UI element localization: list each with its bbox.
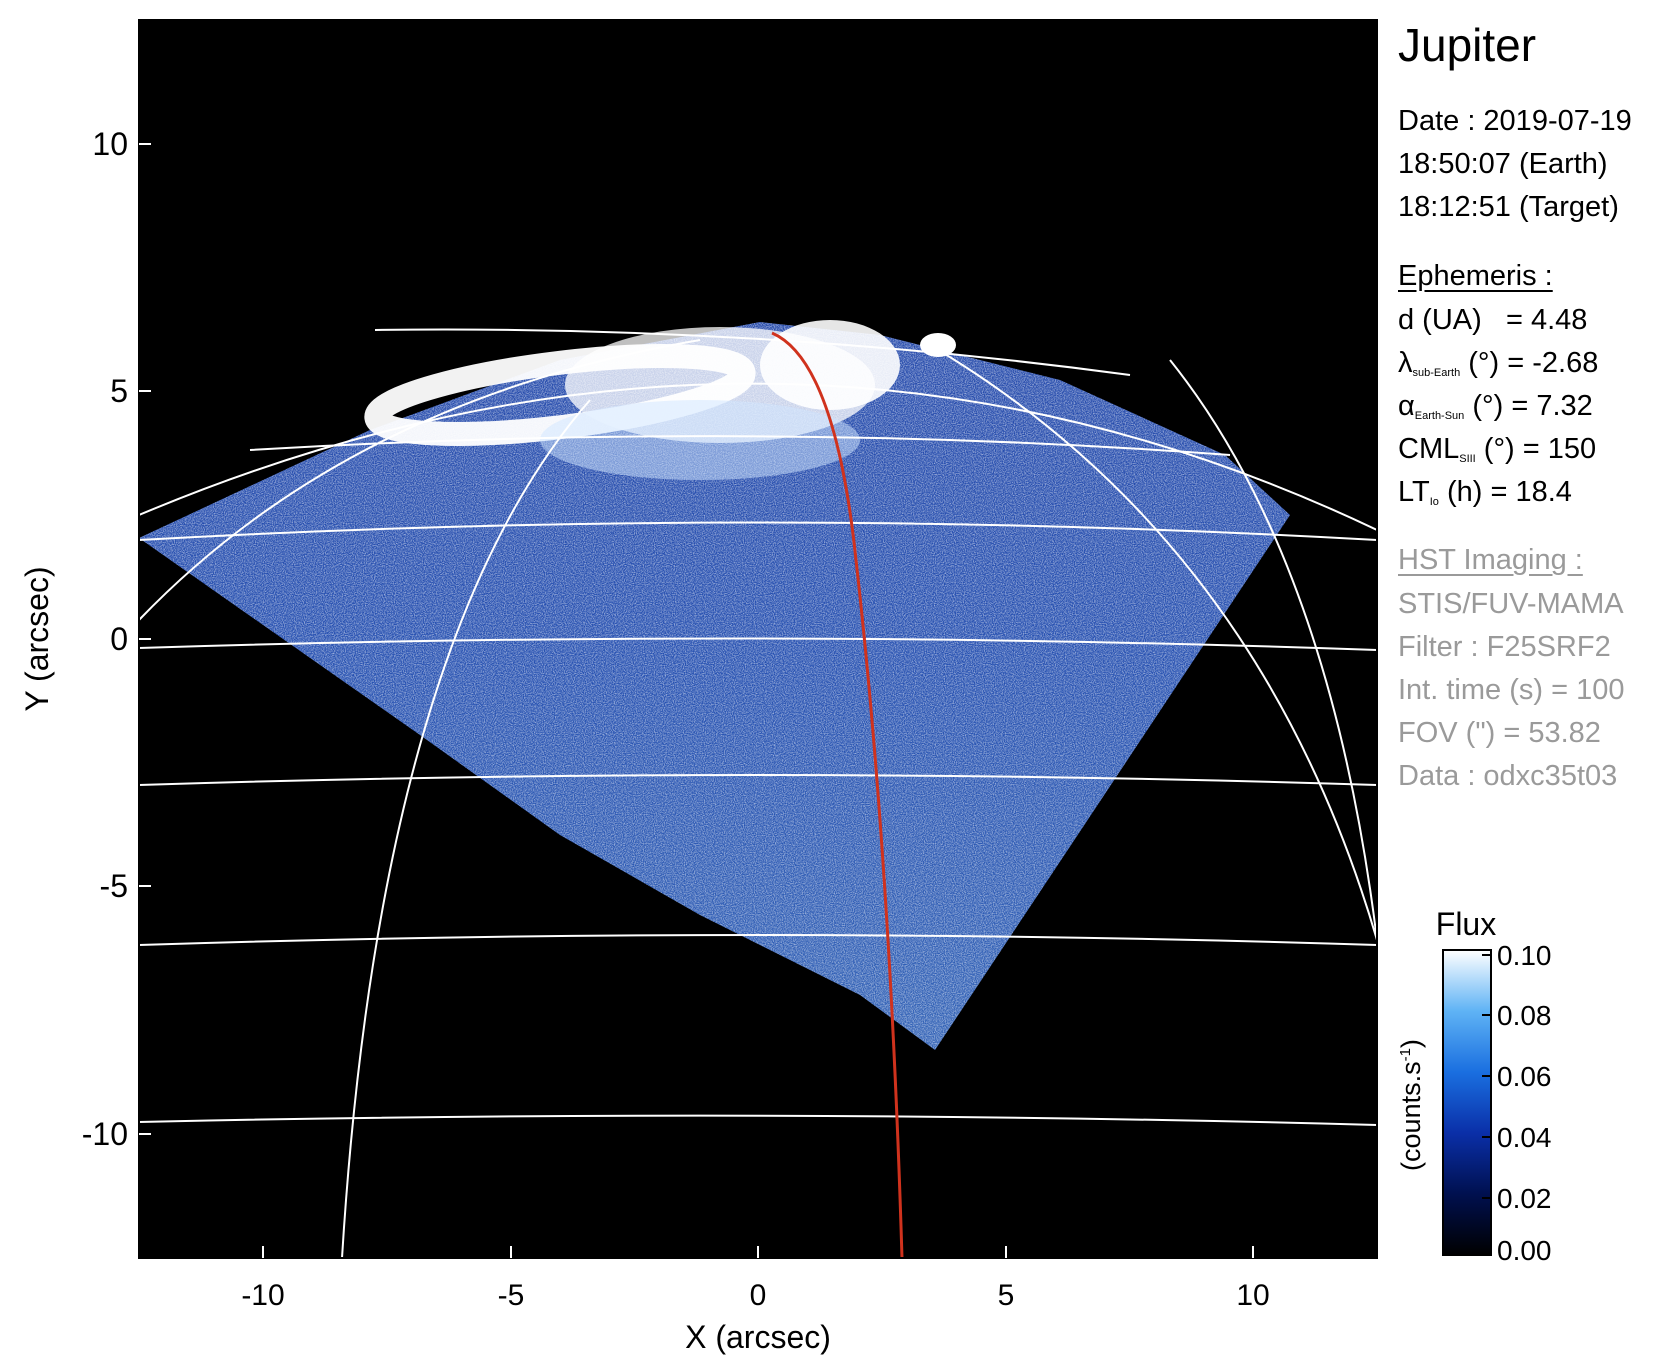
y-ticks [139,143,151,1135]
distance-label: d (UA) [1398,304,1482,336]
auroral-image [139,320,1290,1050]
ephemeris-lt: LTIo (h) = 18.4 [1398,478,1572,508]
lambda-symbol: λ [1398,347,1413,379]
latitude-line [139,934,1377,946]
alpha-symbol: α [1398,390,1415,422]
alpha-value: = 7.32 [1503,390,1593,422]
y-tick-label: -10 [82,1116,128,1152]
y-tick-label: 10 [92,126,128,162]
emission-texture [139,322,1290,1050]
hst-filter: Filter : F25SRF2 [1398,631,1611,663]
hst-int-time: Int. time (s) = 100 [1398,674,1625,706]
ephemeris-heading: Ephemeris : [1398,260,1553,292]
earth-time: 18:50:07 (Earth) [1398,148,1608,180]
longitude-line [929,344,1377,941]
planet-title: Jupiter [1398,19,1537,71]
ephemeris-cml: CMLSIII (°) = 150 [1398,435,1596,465]
latitude-line [139,774,1377,786]
y-tick-label: 0 [110,621,128,657]
cml-sub: SIII [1459,453,1476,465]
colorbar-tick-label: 0.02 [1497,1183,1552,1214]
longitude-line [139,339,701,621]
colorbar-tick-label: 0.08 [1497,1000,1552,1031]
latitude-line [139,637,1377,651]
x-ticks [262,1246,1254,1258]
auroral-patch [760,320,900,410]
x-axis-label: X (arcsec) [685,1319,831,1355]
colorbar-tick-labels: 0.10 0.08 0.06 0.04 0.02 0.00 [1497,940,1552,1266]
longitude-line [341,399,591,1258]
latitude-line [249,435,1231,456]
lambda-sub: sub-Earth [1412,367,1461,379]
target-time: 18:12:51 (Target) [1398,191,1619,223]
ephemeris-alpha: αEarth-Sun (°) = 7.32 [1398,392,1593,422]
cml-value: = 150 [1514,433,1597,465]
x-tick-label: 5 [998,1279,1015,1312]
colorbar-tick-label: 0.00 [1497,1235,1552,1266]
x-tick-labels: -10 -5 0 5 10 [241,1279,1269,1312]
y-tick-label: 5 [110,373,128,409]
cml-unit: (°) [1475,433,1515,465]
hst-heading: HST Imaging : [1398,544,1583,576]
colorbar [1442,949,1492,1256]
colorbar-unit-close: ) [1396,1039,1426,1048]
hst-fov: FOV (") = 53.82 [1398,717,1601,749]
colorbar-ticks [1482,954,1491,1255]
y-tick-label: -5 [100,868,128,904]
cml-symbol: CML [1398,433,1460,465]
colorbar-unit-label: (counts.s-1) [1396,1039,1426,1171]
ephemeris-distance: d (UA) = 4.48 [1398,306,1587,335]
limb-line-right [1169,359,1377,941]
colorbar-tick-label: 0.04 [1497,1122,1552,1153]
limb-line [139,382,1377,533]
lt-symbol: LT [1398,476,1430,508]
alpha-sub: Earth-Sun [1414,410,1465,422]
colorbar-tick-label: 0.06 [1497,1061,1552,1092]
lambda-unit: (°) [1460,347,1500,379]
x-tick-label: 10 [1236,1279,1269,1312]
date-line: Date : 2019-07-19 [1398,105,1632,137]
x-tick-label: -10 [241,1279,284,1312]
y-axis-label: Y (arcsec) [19,566,55,711]
lambda-value: = -2.68 [1499,347,1599,379]
colorbar-unit-sup: -1 [1397,1048,1414,1061]
central-meridian-trace [771,331,904,1259]
lt-value: = 18.4 [1482,476,1572,508]
colorbar-tick-label: 0.10 [1497,940,1552,971]
planetocentric-grid [139,328,1377,1258]
x-tick-label: 0 [750,1279,767,1312]
ephemeris-lambda: λsub-Earth (°) = -2.68 [1398,349,1598,379]
x-tick-label: -5 [498,1279,525,1312]
latitude-line [139,521,1377,541]
latitude-line [139,1114,1377,1126]
colorbar-title: Flux [1436,906,1496,942]
hst-data: Data : odxc35t03 [1398,760,1618,792]
distance-value: = 4.48 [1505,304,1588,336]
latitude-line [374,328,1131,376]
colorbar-unit-text: (counts.s [1396,1061,1426,1171]
lt-sub: Io [1429,496,1439,508]
alpha-unit: (°) [1464,390,1504,422]
y-tick-labels: 10 5 0 -5 -10 [82,126,128,1152]
diffuse-glow [540,400,860,480]
hst-instrument: STIS/FUV-MAMA [1398,588,1624,620]
lt-unit: (h) [1438,476,1483,508]
